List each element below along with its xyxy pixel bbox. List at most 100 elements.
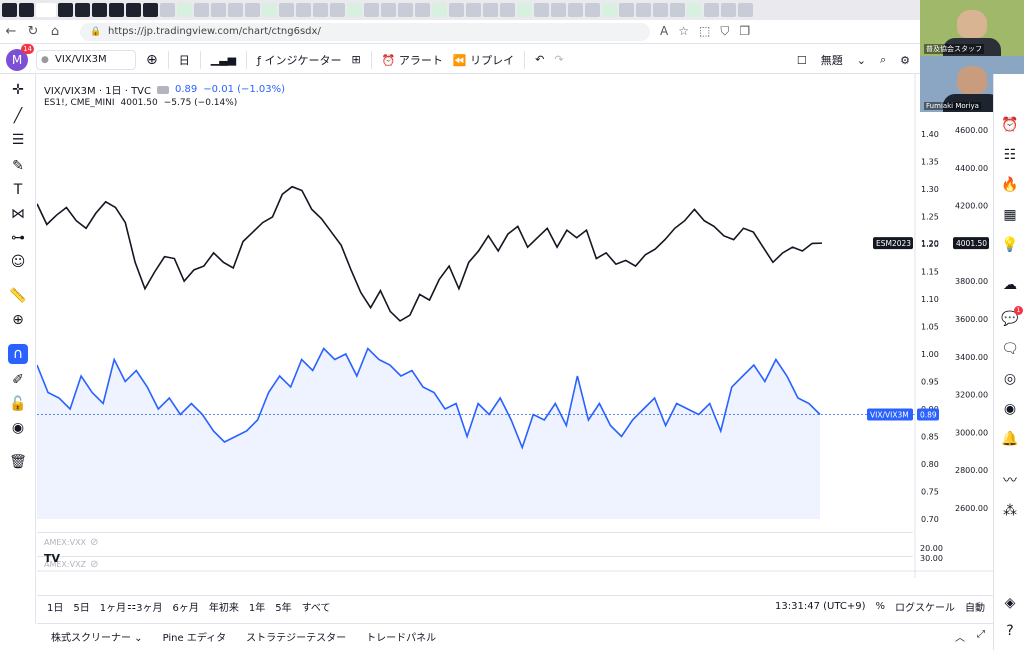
range-button[interactable]: すべて xyxy=(301,603,331,614)
es-series-line[interactable] xyxy=(37,185,823,322)
browser-tab[interactable] xyxy=(160,3,175,17)
zoom-in-icon[interactable]: ⊕ xyxy=(12,312,24,328)
layout-name[interactable]: 無題 xyxy=(820,54,843,67)
browser-tab[interactable] xyxy=(636,3,651,17)
percent-toggle[interactable]: % xyxy=(875,601,885,612)
browser-tab[interactable] xyxy=(568,3,583,17)
broadcast-icon[interactable]: ◉ xyxy=(1003,401,1017,417)
alert-button[interactable]: ⏰ アラート xyxy=(382,52,443,68)
vix-series-line[interactable] xyxy=(37,347,821,450)
watchlist-add-icon[interactable]: ☷ xyxy=(1003,147,1017,163)
compare-symbol-icon[interactable]: ⊕ xyxy=(146,51,158,68)
browser-tab[interactable] xyxy=(92,3,107,17)
browser-tab[interactable] xyxy=(449,3,464,17)
browser-tab[interactable] xyxy=(279,3,294,17)
auto-scale-toggle[interactable]: 自動 xyxy=(965,603,985,614)
es-symbol[interactable]: ES1!, CME_MINI xyxy=(44,98,115,108)
fib-retracement-icon[interactable]: ☰ xyxy=(11,132,25,148)
pattern-icon[interactable]: ⋈ xyxy=(11,206,25,222)
ideas-bulb-icon[interactable]: 💡 xyxy=(1001,237,1019,253)
settings-calendar-icon[interactable]: ⚏ xyxy=(127,601,136,612)
brush-icon[interactable]: ✎ xyxy=(12,158,24,174)
browser-tab[interactable] xyxy=(58,3,73,17)
log-scale-toggle[interactable]: ログスケール xyxy=(895,603,955,614)
browser-tab[interactable] xyxy=(585,3,600,17)
forecast-icon[interactable]: ⊶ xyxy=(11,230,25,246)
chart-type-icon[interactable]: ▁▃▅ xyxy=(210,53,237,66)
browser-tab[interactable] xyxy=(381,3,396,17)
browser-tab[interactable] xyxy=(602,3,617,17)
indicators-button[interactable]: ƒ インジケーター xyxy=(257,52,341,68)
crosshair-icon[interactable]: ✛ xyxy=(12,82,24,98)
browser-tab[interactable] xyxy=(398,3,413,17)
redo-icon[interactable]: ↷ xyxy=(554,53,564,66)
shield-icon[interactable]: ⛉ xyxy=(720,24,730,38)
back-icon[interactable]: ← xyxy=(5,24,17,39)
browser-tab[interactable] xyxy=(211,3,226,17)
panel-tab[interactable]: Pine エディタ xyxy=(162,632,227,644)
hotlist-flame-icon[interactable]: 🔥 xyxy=(1001,177,1019,193)
clock-time[interactable]: 13:31:47 (UTC+9) xyxy=(775,601,866,612)
trend-line-icon[interactable]: ╱ xyxy=(13,108,23,124)
user-avatar[interactable]: M 14 xyxy=(6,43,34,71)
eye-off-icon[interactable]: ⊘ xyxy=(90,559,99,570)
help-icon[interactable]: ? xyxy=(1006,623,1014,639)
price-chart[interactable]: 1.40 1.35 1.30 1.25 1.20 1.15 1.10 1.05 1.00 0.95… xyxy=(37,74,993,578)
range-button[interactable]: 1ヶ月 xyxy=(99,603,127,614)
calendar-icon[interactable]: ▦ xyxy=(1003,207,1017,223)
gear-icon[interactable]: ⚙ xyxy=(900,53,910,67)
range-button[interactable]: 5日 xyxy=(73,603,90,614)
lock-icon[interactable]: 🔓 xyxy=(9,396,27,412)
extensions-icon[interactable]: ⬚ xyxy=(698,24,711,38)
browser-tab[interactable] xyxy=(75,3,90,17)
main-symbol-title[interactable]: VIX/VIX3M · 1日 · TVC xyxy=(44,86,152,97)
browser-tab[interactable] xyxy=(296,3,311,17)
browser-tab[interactable] xyxy=(704,3,719,17)
object-tree-icon[interactable]: ⁂ xyxy=(1003,503,1017,519)
range-button[interactable]: 6ヶ月 xyxy=(172,603,199,614)
browser-tab[interactable] xyxy=(738,3,753,17)
ruler-icon[interactable]: 📏 xyxy=(9,288,27,304)
browser-tab[interactable] xyxy=(2,3,17,17)
browser-tab[interactable] xyxy=(109,3,124,17)
read-aloud-icon[interactable]: A xyxy=(660,24,669,38)
search-icon[interactable]: ⌕ xyxy=(879,53,887,66)
browser-tab[interactable] xyxy=(19,3,34,17)
home-icon[interactable]: ⌂ xyxy=(50,24,60,39)
collections-icon[interactable]: ❐ xyxy=(739,24,751,38)
browser-tab[interactable] xyxy=(177,3,192,17)
browser-tab[interactable] xyxy=(670,3,685,17)
comment-icon[interactable]: 🗨 xyxy=(1001,341,1019,357)
panel-tab[interactable]: トレードパネル xyxy=(366,632,437,644)
browser-tab[interactable] xyxy=(228,3,243,17)
trend-icon[interactable]: 〰 xyxy=(1003,473,1017,489)
browser-tab[interactable] xyxy=(551,3,566,17)
range-button[interactable]: 年初来 xyxy=(208,603,239,614)
browser-tab[interactable] xyxy=(347,3,362,17)
idea-stream-icon[interactable]: ◎ xyxy=(1003,371,1017,387)
maximize-panel-icon[interactable]: ⤢ xyxy=(977,628,985,640)
favorite-icon[interactable]: ☆ xyxy=(678,24,689,38)
browser-tab[interactable] xyxy=(619,3,634,17)
browser-tab[interactable] xyxy=(721,3,736,17)
legend-toggle-icon[interactable] xyxy=(157,85,170,94)
layers-icon[interactable]: ◈ xyxy=(1004,595,1016,611)
panel-tab[interactable]: ストラテジーテスター xyxy=(246,632,347,644)
browser-tab[interactable] xyxy=(517,3,532,17)
browser-tab[interactable] xyxy=(687,3,702,17)
layout-checkbox-icon[interactable]: ☐ xyxy=(796,53,807,67)
browser-tab[interactable] xyxy=(262,3,277,17)
interval-button[interactable]: 日 xyxy=(178,53,190,67)
collapse-panel-icon[interactable]: ︿ xyxy=(955,632,965,644)
chat-icon[interactable]: ☁ xyxy=(1003,277,1017,293)
browser-tab[interactable] xyxy=(330,3,345,17)
alarm-clock-icon[interactable]: ⏰ xyxy=(1001,117,1019,133)
browser-tab[interactable] xyxy=(143,3,158,17)
magnet-icon[interactable]: ∩ xyxy=(8,344,28,364)
pane-divider[interactable] xyxy=(37,556,913,557)
browser-tab[interactable] xyxy=(364,3,379,17)
symbol-search-button[interactable]: ● VIX/VIX3M xyxy=(36,49,136,70)
chevron-down-icon[interactable]: ⌄ xyxy=(856,53,866,67)
browser-tab[interactable] xyxy=(126,3,141,17)
eye-off-icon[interactable]: ⊘ xyxy=(90,537,99,548)
